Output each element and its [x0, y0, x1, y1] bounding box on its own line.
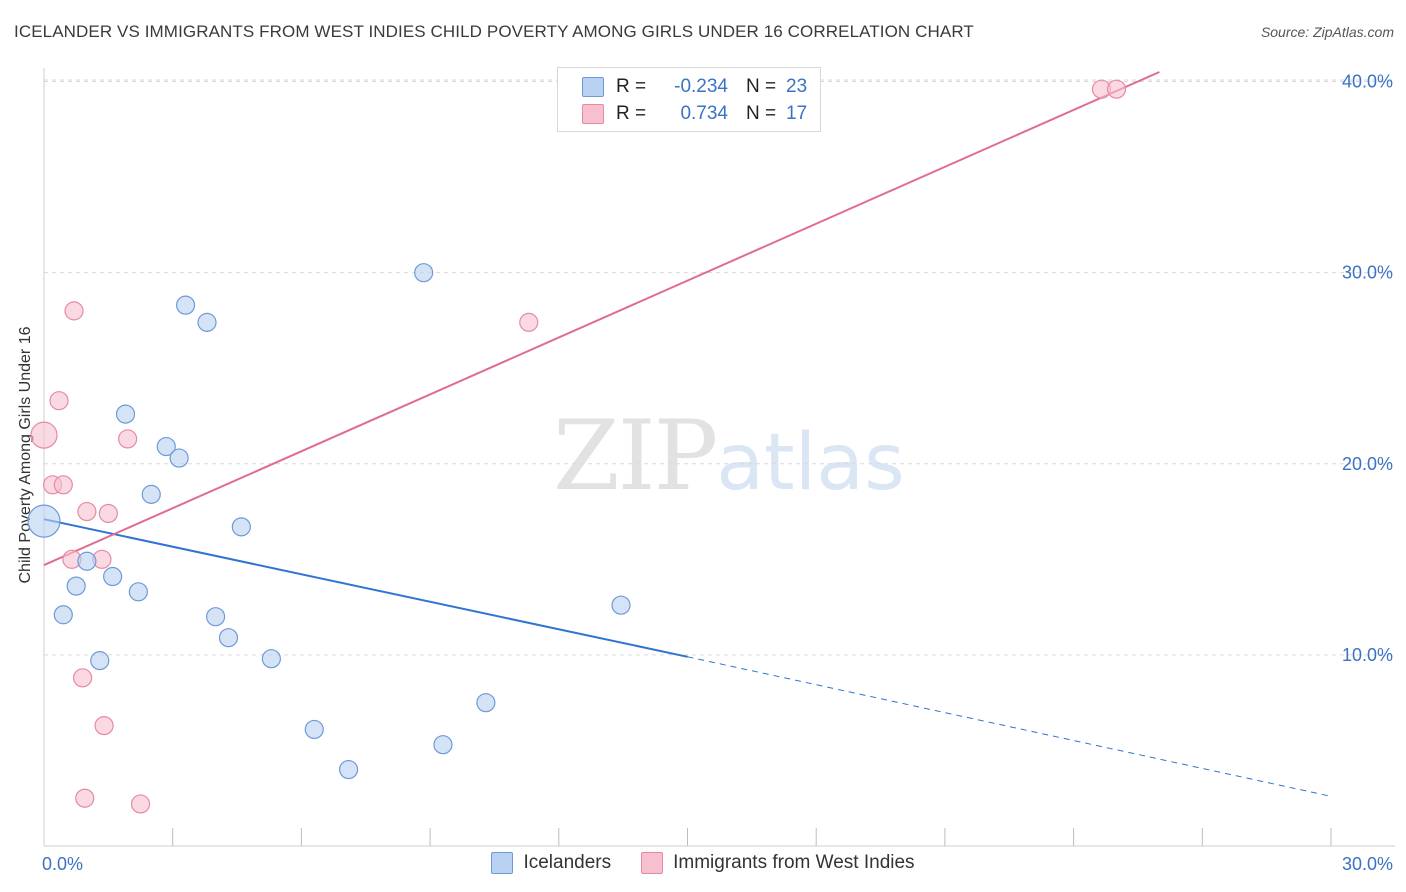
icelanders-legend-label: Icelanders: [523, 852, 612, 873]
icelanders-point: [27, 504, 61, 538]
correlation-legend: R = -0.234 N = 23 R = 0.734 N = 17: [557, 67, 821, 132]
icelanders-point: [169, 448, 189, 468]
icelanders-swatch: [582, 77, 604, 97]
west-indies-point: [64, 301, 84, 321]
icelanders-point: [53, 605, 73, 625]
west-indies-point: [49, 391, 69, 411]
icelanders-point: [115, 404, 136, 424]
west-indies-swatch: [582, 104, 604, 124]
icelanders-point: [218, 628, 239, 648]
y-tick-label: 30.0%: [1342, 263, 1393, 283]
icelanders-point: [156, 436, 176, 457]
watermark: ZIPatlas: [553, 400, 905, 512]
icelanders-point: [77, 551, 97, 571]
icelanders-point: [231, 517, 251, 537]
icelanders-legend-swatch: [491, 852, 514, 874]
data-points: [27, 79, 1127, 814]
west-indies-point: [94, 715, 114, 736]
icelanders-r-value: -0.234: [674, 76, 728, 97]
trend-lines: [43, 71, 1332, 797]
gridlines: [44, 79, 1395, 656]
n-label: N =: [746, 76, 777, 97]
west-indies-trend-line: [43, 71, 1160, 566]
source-label: Source: ZipAtlas.com: [1260, 24, 1394, 40]
r-label: R =: [616, 76, 647, 97]
west-indies-legend-swatch: [641, 852, 664, 874]
icelanders-point: [304, 719, 324, 740]
west-indies-r-value: 0.734: [680, 103, 728, 124]
y-tick-label: 20.0%: [1342, 454, 1393, 474]
n-label: N =: [746, 103, 777, 124]
west-indies-point: [30, 421, 58, 449]
icelanders-point: [414, 263, 434, 283]
y-tick-label: 10.0%: [1342, 645, 1393, 665]
icelanders-point: [261, 649, 281, 669]
west-indies-point: [98, 503, 118, 524]
legend-item-icelanders: Icelanders: [491, 852, 611, 874]
chart-title: ICELANDER VS IMMIGRANTS FROM WEST INDIES…: [14, 22, 974, 41]
icelanders-point: [476, 693, 496, 713]
icelanders-point: [433, 735, 453, 755]
icelanders-point: [206, 607, 226, 627]
tick-labels: 10.0% 20.0% 30.0% 40.0% 0.0% 30.0%: [42, 72, 1393, 874]
legend-row-icelanders: R = -0.234 N = 23: [582, 75, 807, 99]
icelanders-point: [175, 295, 196, 315]
legend-item-west-indies: Immigrants from West Indies: [641, 852, 915, 874]
west-indies-point: [53, 475, 73, 495]
x-tick-label: 0.0%: [42, 854, 83, 874]
x-tick-label: 30.0%: [1342, 854, 1393, 874]
icelanders-point: [90, 651, 110, 671]
west-indies-point: [118, 429, 138, 449]
watermark-atlas: atlas: [716, 418, 905, 508]
icelanders-point: [141, 484, 161, 504]
west-indies-point: [77, 501, 97, 522]
icelanders-point: [66, 576, 86, 596]
icelanders-point: [128, 582, 148, 602]
west-indies-point: [1106, 79, 1127, 99]
west-indies-n-value: 17: [786, 103, 808, 124]
legend-row-west-indies: R = 0.734 N = 17: [582, 102, 807, 126]
icelanders-trend-line: [43, 518, 688, 658]
icelanders-point: [611, 595, 631, 615]
west-indies-legend-label: Immigrants from West Indies: [673, 852, 915, 873]
icelanders-point: [197, 312, 217, 332]
y-tick-label: 40.0%: [1342, 72, 1393, 92]
series-legend: Icelanders Immigrants from West Indies: [0, 852, 1406, 874]
icelanders-point: [103, 566, 123, 587]
axes: [43, 68, 1395, 847]
icelanders-point: [338, 759, 359, 780]
west-indies-point: [519, 312, 539, 332]
r-label: R =: [616, 103, 647, 124]
watermark-zip: ZIP: [553, 400, 718, 512]
west-indies-point: [130, 794, 151, 814]
icelanders-trend-extension: [687, 656, 1332, 797]
icelanders-n-value: 23: [786, 76, 808, 97]
west-indies-point: [75, 788, 95, 808]
west-indies-point: [73, 668, 93, 688]
